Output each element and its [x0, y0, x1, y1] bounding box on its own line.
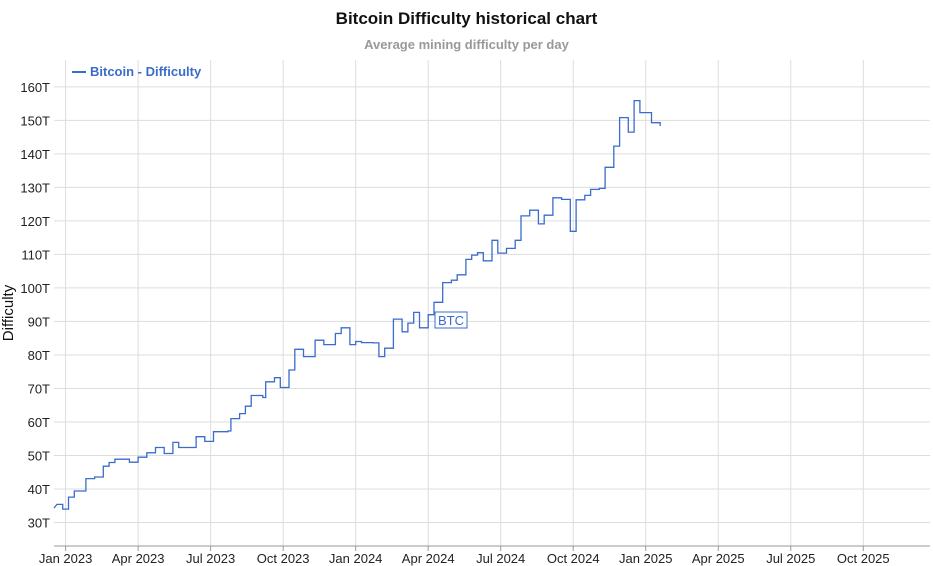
- x-tick-label: Apr 2023: [112, 551, 165, 566]
- chart-title: Bitcoin Difficulty historical chart: [335, 9, 598, 28]
- y-gridlines: [54, 86, 930, 524]
- x-tick-label: Jul 2025: [766, 551, 815, 566]
- y-tick-label: 110T: [21, 247, 50, 262]
- x-tick-label: Jan 2025: [619, 551, 673, 566]
- y-tick-label: 130T: [20, 180, 50, 195]
- y-axis-label: Difficulty: [0, 284, 17, 341]
- chart-subtitle: Average mining difficulty per day: [364, 37, 569, 52]
- x-tick-label: Jul 2023: [186, 551, 235, 566]
- x-tick-label: Jul 2024: [476, 551, 525, 566]
- annotation-label: BTC: [438, 313, 464, 328]
- difficulty-series-line[interactable]: [53, 99, 661, 510]
- btc-annotation-flag[interactable]: BTC: [434, 311, 468, 329]
- y-tick-label: 140T: [20, 147, 50, 162]
- y-tick-label: 50T: [28, 449, 50, 464]
- x-tick-label: Jan 2023: [39, 551, 93, 566]
- y-tick-label: 80T: [28, 348, 50, 363]
- y-tick-label: 160T: [20, 80, 50, 95]
- legend[interactable]: Bitcoin - Difficulty: [72, 64, 202, 79]
- x-gridlines: [65, 60, 864, 546]
- legend-label: Bitcoin - Difficulty: [90, 64, 202, 79]
- y-tick-label: 70T: [28, 381, 50, 396]
- annotation-box: [434, 311, 468, 329]
- y-tick-label: 40T: [28, 482, 50, 497]
- x-tick-label: Jan 2024: [329, 551, 383, 566]
- y-tick-label: 60T: [28, 415, 50, 430]
- y-tick-label: 120T: [20, 214, 50, 229]
- y-tick-label: 150T: [20, 113, 50, 128]
- y-axis-ticks: 30T 40T 50T 60T 70T 80T 90T 100T 110T 120T 130T 140…: [20, 80, 50, 531]
- x-tick-label: Oct 2024: [547, 551, 600, 566]
- x-axis-ticks: Jan 2023 Apr 2023 Jul 2023 Oct 2023 Jan 2024…: [39, 546, 890, 566]
- x-tick-label: Apr 2024: [402, 551, 455, 566]
- x-tick-label: Oct 2025: [837, 551, 890, 566]
- y-tick-label: 90T: [28, 314, 50, 329]
- x-tick-label: Apr 2025: [692, 551, 745, 566]
- y-tick-label: 100T: [20, 281, 50, 296]
- x-tick-label: Oct 2023: [257, 551, 310, 566]
- y-tick-label: 30T: [28, 516, 50, 531]
